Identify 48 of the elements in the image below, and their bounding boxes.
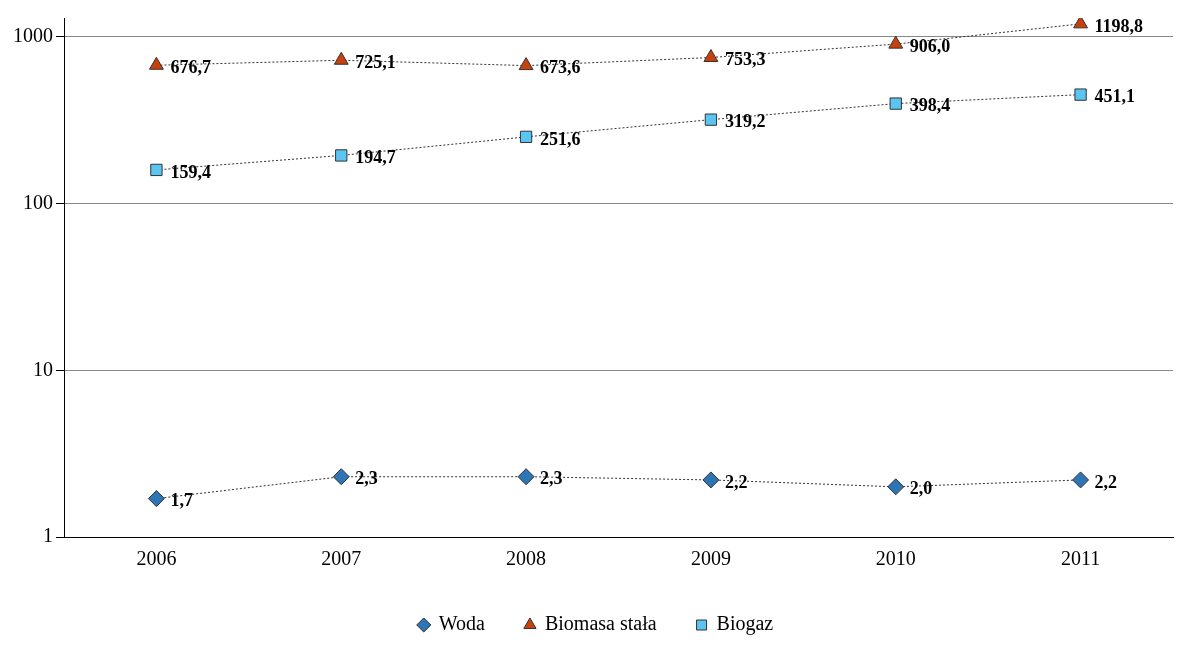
point bbox=[703, 49, 719, 62]
data-label: 906,0 bbox=[909, 35, 951, 56]
point bbox=[702, 471, 720, 489]
data-label: 1198,8 bbox=[1094, 15, 1144, 36]
data-label: 2,2 bbox=[724, 471, 748, 492]
point bbox=[887, 478, 905, 496]
data-label: 2,2 bbox=[1094, 471, 1118, 492]
data-label: 2,3 bbox=[355, 468, 378, 489]
point bbox=[333, 51, 349, 65]
data-label: 673,6 bbox=[540, 57, 581, 78]
point bbox=[150, 163, 163, 177]
legend-label: Biogaz bbox=[716, 612, 774, 636]
point bbox=[889, 97, 902, 110]
x-tick-label: 2006 bbox=[136, 547, 177, 570]
y-tick-label: 10 bbox=[33, 357, 53, 380]
point bbox=[1072, 471, 1090, 489]
point bbox=[518, 57, 534, 71]
data-label: 251,6 bbox=[540, 128, 581, 149]
data-label: 753,3 bbox=[724, 49, 766, 70]
point bbox=[517, 468, 535, 486]
y-tick-label: 100 bbox=[23, 190, 53, 213]
data-label: 1,7 bbox=[170, 490, 193, 511]
data-label: 676,7 bbox=[170, 56, 211, 77]
point bbox=[888, 35, 904, 49]
point bbox=[147, 490, 165, 508]
point bbox=[1074, 88, 1087, 101]
data-label: 398,4 bbox=[909, 95, 951, 116]
y-tick-label: 1000 bbox=[13, 24, 53, 47]
point bbox=[704, 113, 718, 126]
x-tick-label: 2010 bbox=[875, 547, 916, 570]
data-label: 159,4 bbox=[170, 161, 211, 182]
data-label: 319,2 bbox=[724, 111, 766, 132]
x-tick-label: 2008 bbox=[506, 547, 547, 570]
legend-label: Woda bbox=[438, 612, 486, 635]
point bbox=[148, 56, 164, 70]
point bbox=[332, 468, 350, 486]
x-tick-label: 2011 bbox=[1060, 547, 1101, 570]
data-label: 451,1 bbox=[1094, 86, 1136, 107]
data-label: 194,7 bbox=[355, 147, 396, 168]
x-tick-label: 2009 bbox=[690, 547, 731, 570]
legend-label: Biomasa stała bbox=[544, 612, 657, 635]
data-label: 2,0 bbox=[909, 478, 933, 499]
point bbox=[519, 130, 533, 144]
point bbox=[335, 149, 348, 162]
y-tick-label: 1 bbox=[43, 524, 53, 547]
data-label: 725,1 bbox=[355, 51, 396, 72]
data-label: 2,3 bbox=[540, 468, 563, 489]
x-tick-label: 2007 bbox=[321, 547, 362, 570]
